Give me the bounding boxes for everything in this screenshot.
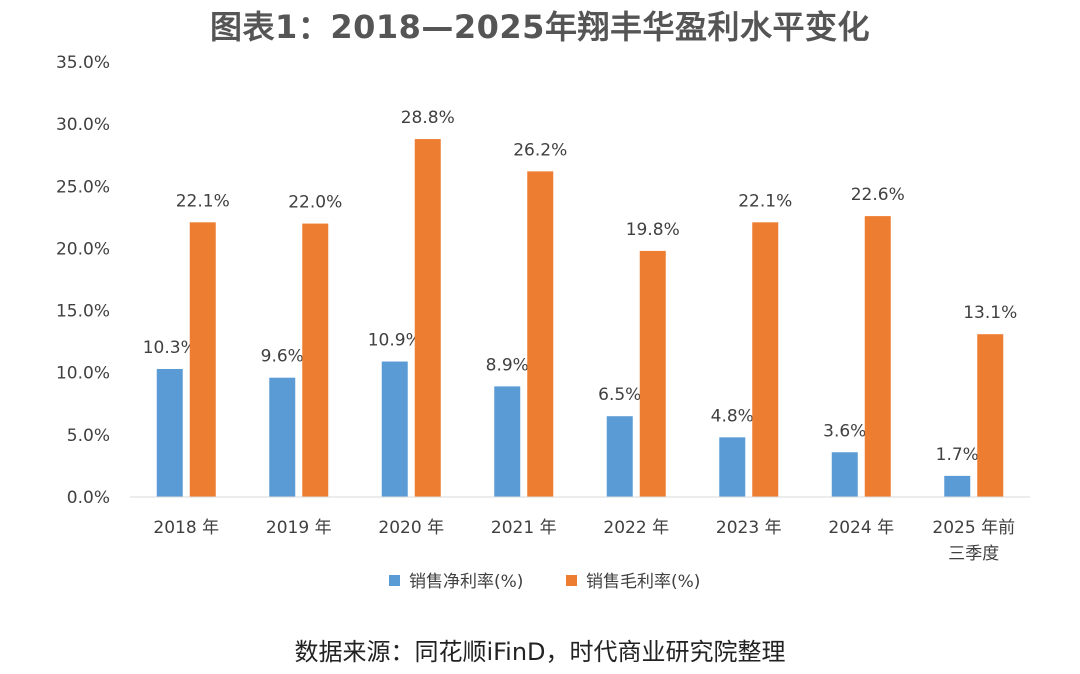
bar-series-1-1 <box>156 368 183 497</box>
x-tick-label: 2019 年 <box>266 518 332 538</box>
bar-series-2-7 <box>864 216 891 497</box>
legend-label: 销售毛利率(%) <box>586 572 700 592</box>
bar-series-1-6 <box>719 437 746 497</box>
y-tick-label: 20.0% <box>56 239 110 259</box>
x-tick-label: 2020 年 <box>378 518 444 538</box>
bar-series-1-8 <box>944 475 971 497</box>
bar-series-1-4 <box>494 386 521 497</box>
data-label: 26.2% <box>513 140 567 160</box>
y-tick-label: 5.0% <box>67 426 110 446</box>
data-label: 1.7% <box>936 445 979 465</box>
data-label: 22.1% <box>176 191 230 211</box>
bar-series-2-6 <box>752 222 779 498</box>
data-label: 19.8% <box>626 220 680 240</box>
y-axis: 0.0% 5.0% 10.0% 15.0% 20.0% 25.0% 30.0% 35.0% <box>56 53 110 508</box>
x-tick-label: 三季度 <box>948 544 999 564</box>
legend: 销售净利率(%) 销售毛利率(%) <box>389 572 700 592</box>
plot-area: 10.3% 9.6% 10.9% 8.9% 6.5% 4.8% 3.6% 1.7% 22.1% 2… <box>143 108 1017 498</box>
y-tick-label: 35.0% <box>56 53 110 73</box>
bar-series-1-5 <box>606 416 633 497</box>
bar-series-2-3 <box>414 139 441 498</box>
bar-series-2-2 <box>302 223 329 498</box>
x-tick-label: 2022 年 <box>603 518 669 538</box>
legend-swatch <box>389 575 400 586</box>
y-tick-label: 0.0% <box>67 488 110 508</box>
x-tick-label: 2024 年 <box>828 518 894 538</box>
bar-series-2-5 <box>639 250 666 497</box>
data-label: 28.8% <box>401 108 455 128</box>
source-note: 数据来源：同花顺iFinD，时代商业研究院整理 <box>294 638 786 666</box>
x-tick-label: 2021 年 <box>491 518 557 538</box>
bar-series-1-7 <box>831 452 858 497</box>
data-label: 22.1% <box>738 191 792 211</box>
y-tick-label: 25.0% <box>56 177 110 197</box>
y-tick-label: 10.0% <box>56 364 110 384</box>
x-tick-label: 2023 年 <box>716 518 782 538</box>
x-axis: 2018 年 2019 年 2020 年 2021 年 2022 年 2023 年 2024… <box>130 496 1030 564</box>
legend-label: 销售净利率(%) <box>409 572 523 592</box>
data-label: 4.8% <box>711 406 754 426</box>
bar-series-1-2 <box>269 377 296 497</box>
data-label: 22.0% <box>288 193 342 213</box>
x-tick-label: 2025 年前 <box>932 518 1015 538</box>
data-label: 9.6% <box>261 347 304 367</box>
bar-series-2-4 <box>527 171 554 497</box>
bar-series-2-8 <box>977 334 1004 497</box>
data-label: 10.3% <box>143 338 197 358</box>
data-label: 3.6% <box>823 421 866 441</box>
chart-title: 图表1：2018—2025年翔丰华盈利水平变化 <box>210 8 870 46</box>
y-tick-label: 15.0% <box>56 302 110 322</box>
y-tick-label: 30.0% <box>56 115 110 135</box>
bar-series-1-3 <box>381 361 408 497</box>
data-label: 13.1% <box>963 303 1017 323</box>
legend-swatch <box>566 575 577 586</box>
x-tick-label: 2018 年 <box>153 518 219 538</box>
data-label: 10.9% <box>368 331 422 351</box>
data-label: 8.9% <box>486 355 529 375</box>
data-label: 6.5% <box>598 385 641 405</box>
data-label: 22.6% <box>851 185 905 205</box>
bar-series-2-1 <box>189 222 216 498</box>
